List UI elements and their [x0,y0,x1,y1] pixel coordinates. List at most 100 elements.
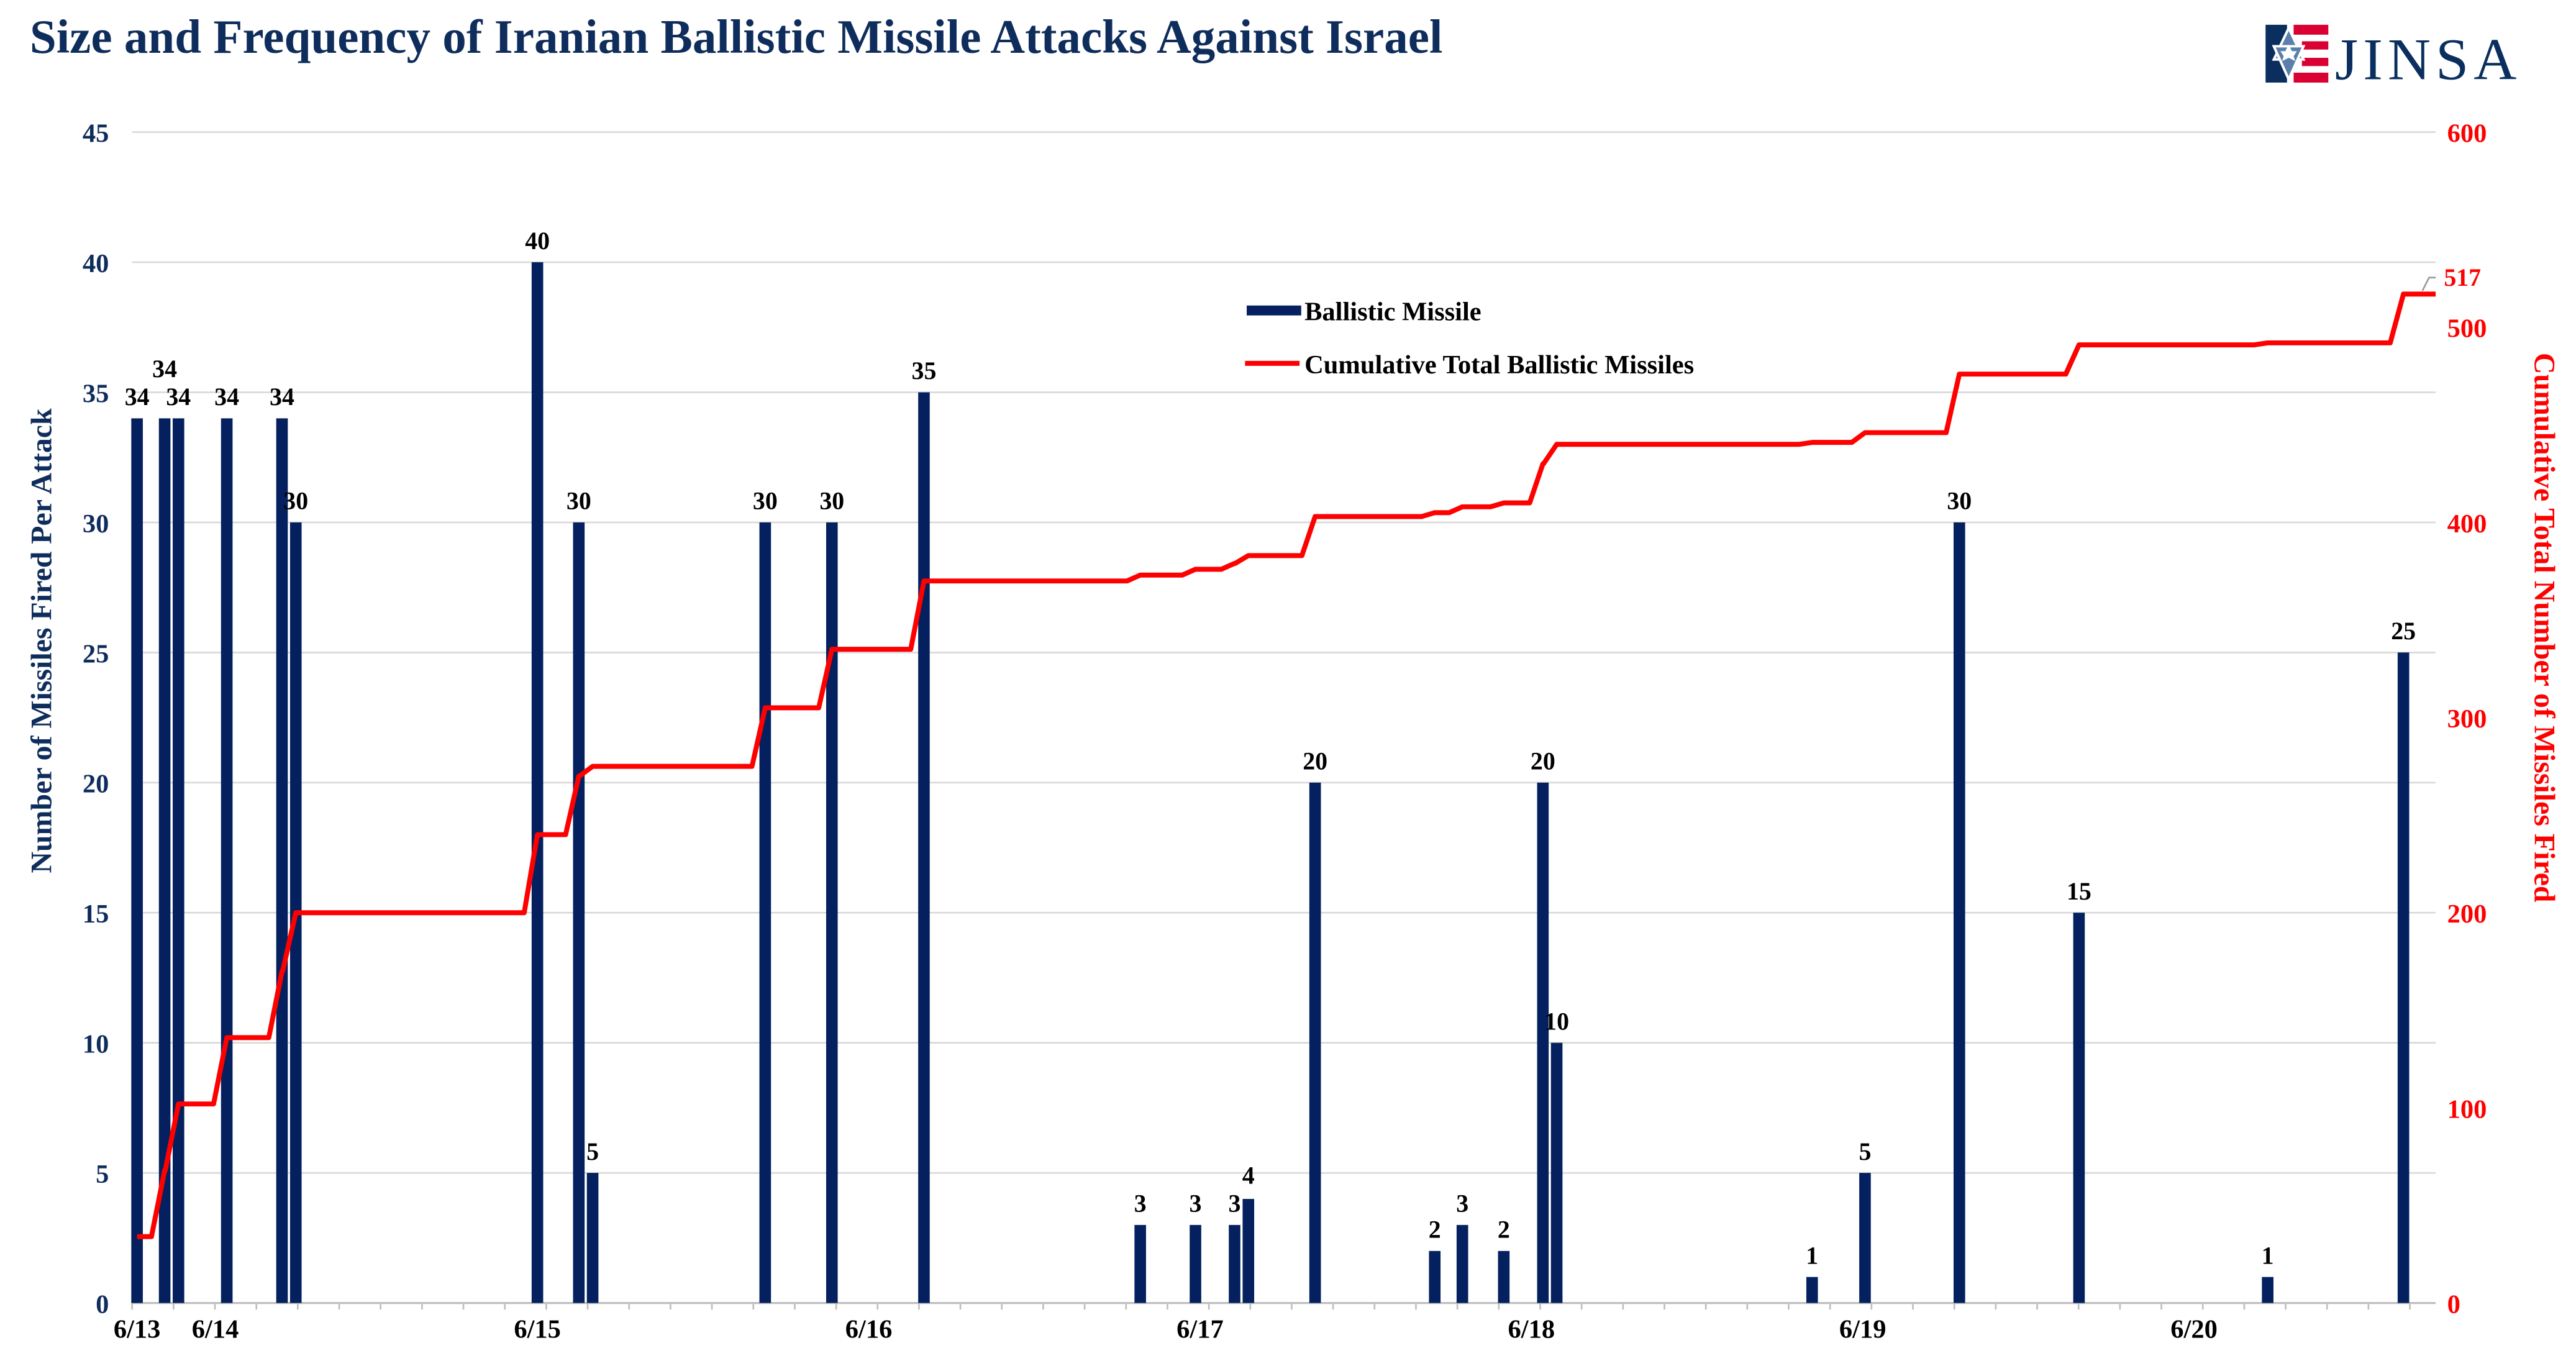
y-tick-label: 35 [83,379,109,408]
y-tick-label: 25 [83,639,109,668]
y-tick-label: 30 [83,509,109,539]
y-tick-label: 20 [83,770,109,799]
x-tick-label: 6/15 [514,1315,561,1344]
left-axis-ticks: 0 5 10 15 20 25 30 35 40 45 [83,119,109,1319]
bar [2262,1277,2273,1303]
bar-data-label: 3 [1456,1190,1468,1218]
y2-tick-label: 600 [2447,119,2487,148]
bar [586,1173,599,1303]
bar-data-label: 30 [819,487,844,515]
bar-data-label: 34 [125,383,150,411]
bar-data-label: 35 [912,357,937,385]
legend: Ballistic Missile Cumulative Total Balli… [1245,298,1694,380]
bar-data-label: 3 [1134,1190,1147,1218]
bar-data-label: 10 [1544,1007,1569,1035]
bar [1806,1277,1818,1303]
bar [573,522,585,1303]
y2-tick-label: 400 [2447,509,2487,539]
bar-data-label: 1 [1806,1241,1818,1269]
y2-tick-label: 0 [2447,1290,2460,1319]
y-tick-label: 0 [96,1290,109,1319]
y-tick-label: 15 [83,900,109,929]
bar [276,418,288,1303]
bar-data-label: 3 [1229,1190,1241,1218]
bar-data-label: 5 [586,1137,599,1165]
bar [221,418,233,1303]
bar [1550,1042,1563,1303]
right-axis-ticks: 0 100 200 300 400 500 600 [2447,119,2487,1319]
y-tick-label: 10 [83,1030,109,1059]
bar [1242,1198,1255,1303]
y2-tick-label: 300 [2447,704,2487,734]
cumulative-end-label: 517 [2444,263,2481,291]
cumulative-line [137,291,2436,1239]
bar-data-label: 30 [753,487,778,515]
bar [918,392,930,1303]
bar [1190,1224,1201,1303]
y2-axis-title: Cumulative Total Number of Missiles Fire… [2528,353,2561,903]
x-tick-label: 6/20 [2170,1315,2218,1344]
bar-data-label: 20 [1303,747,1327,775]
bar-data-label: 1 [2262,1241,2274,1269]
jinsa-logo: JINSA [2265,24,2521,93]
x-tick-label: 6/18 [1508,1315,1555,1344]
x-tick-label: 6/19 [1839,1315,1886,1344]
y2-tick-label: 100 [2447,1095,2487,1124]
end-label-leader [2421,276,2436,291]
bar [131,418,143,1303]
bar-data-label: 25 [2391,617,2416,645]
bar [1134,1224,1146,1303]
logo-text: JINSA [2335,27,2521,93]
x-tick-label: 6/13 [114,1315,161,1344]
bar [2073,913,2085,1303]
bar-data-label: 5 [1859,1137,1871,1165]
y-axis-title: Number of Missiles Fired Per Attack [25,408,58,873]
bar [158,418,171,1303]
x-tick-label: 6/14 [192,1315,239,1344]
bar [1498,1251,1510,1303]
bar [1859,1173,1871,1303]
bar [1537,782,1549,1303]
bar-data-label: 3 [1190,1190,1202,1218]
bar-data-label: 34 [270,383,294,411]
y2-tick-label: 500 [2447,314,2487,344]
bar [1456,1224,1468,1303]
y-tick-label: 45 [83,119,109,148]
x-tick-label: 6/16 [845,1315,893,1344]
cumulative-line-group: 517 [137,263,2481,1239]
x-axis: 6/13 6/14 6/15 6/16 6/17 6/18 6/19 6/20 [114,1301,2436,1344]
y-tick-label: 40 [83,249,109,278]
legend-label-line: Cumulative Total Ballistic Missiles [1304,350,1694,380]
bar [2397,652,2410,1303]
bar-data-label: 4 [1242,1161,1255,1189]
legend-label-bar: Ballistic Missile [1304,298,1481,327]
bar [1953,522,1965,1303]
bar-data-label: 2 [1498,1215,1510,1243]
bar-data-label: 15 [2067,877,2091,905]
bar-data-label: 2 [1429,1215,1441,1243]
bar-data-label: 30 [283,487,308,515]
y2-tick-label: 200 [2447,900,2487,929]
bar [531,262,544,1303]
bar [1309,782,1321,1303]
chart-title: Size and Frequency of Iranian Ballistic … [30,10,1443,63]
bars [131,262,2410,1303]
bar-data-label: 30 [1947,487,1972,515]
star-of-david-flag-icon [2265,24,2329,83]
bar-data-label: 34 [214,383,239,411]
bar [1229,1224,1240,1303]
bar [1429,1251,1441,1303]
bar [759,522,771,1303]
bar-data-label: 20 [1531,747,1555,775]
y-tick-label: 5 [96,1160,109,1189]
bar-data-label: 30 [567,487,591,515]
legend-swatch-bar [1247,305,1301,316]
x-tick-label: 6/17 [1176,1315,1224,1344]
bar-data-label: 34 [152,355,177,383]
bar-data-label: 40 [525,227,550,255]
bar-data-label: 34 [166,383,191,411]
bar [173,418,184,1303]
bar [826,522,838,1303]
